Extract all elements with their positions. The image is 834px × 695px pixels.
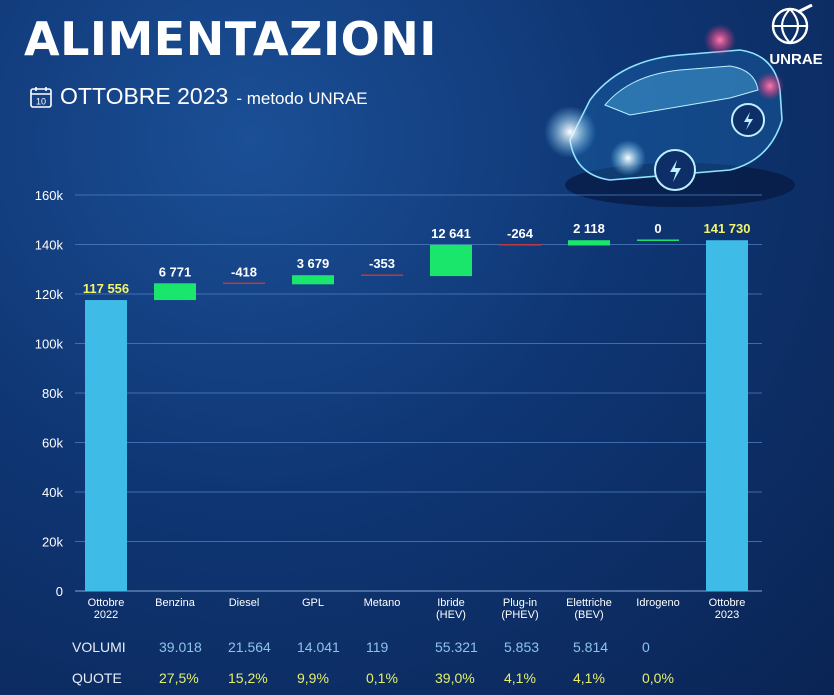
y-tick-label: 60k (42, 436, 63, 451)
x-tick-label: 2023 (715, 609, 739, 621)
y-tick-label: 80k (42, 386, 63, 401)
volumi-value: 0 (642, 639, 650, 655)
total-bar (85, 300, 127, 591)
data-label: 12 641 (431, 226, 471, 241)
x-tick-label: (HEV) (436, 609, 466, 621)
x-tick-label: Plug-in (503, 597, 537, 609)
delta-bar (499, 244, 541, 246)
x-tick-label: Ibride (437, 597, 465, 609)
volumi-value: 55.321 (435, 639, 478, 655)
quote-value: 39,0% (435, 670, 475, 686)
quote-label: QUOTE (72, 670, 122, 686)
data-label: 3 679 (297, 256, 330, 271)
data-label: -353 (369, 256, 395, 271)
data-label: 6 771 (159, 264, 192, 279)
quote-value: 0,0% (642, 670, 674, 686)
volumi-value: 14.041 (297, 639, 340, 655)
volumi-value: 21.564 (228, 639, 271, 655)
volumi-value: 119 (366, 639, 389, 655)
quote-value: 4,1% (504, 670, 536, 686)
subtitle-date: OTTOBRE 2023 (60, 83, 229, 109)
x-tick-label: Ottobre (88, 597, 125, 609)
volumi-value: 5.853 (504, 639, 540, 655)
quote-value: 15,2% (228, 670, 268, 686)
x-tick-label: Metano (364, 597, 401, 609)
y-tick-label: 0 (56, 584, 63, 599)
subtitle: 10 OTTOBRE 2023 - metodo UNRAE (30, 82, 368, 110)
data-label: -418 (231, 264, 257, 279)
quote-value: 4,1% (573, 670, 605, 686)
electric-car-illustration (544, 24, 795, 207)
y-tick-label: 100k (35, 337, 64, 352)
x-tick-label: Benzina (155, 597, 196, 609)
delta-bar (568, 240, 610, 246)
unrae-logo: UNRAE (769, 4, 823, 68)
y-tick-label: 120k (35, 287, 64, 302)
volumi-label: VOLUMI (72, 639, 126, 655)
volumi-value: 5.814 (573, 639, 609, 655)
volumi-value: 39.018 (159, 639, 202, 655)
x-tick-label: (PHEV) (501, 609, 538, 621)
page-title: ALIMENTAZIONI (24, 12, 437, 66)
y-tick-label: 160k (35, 188, 64, 203)
subtitle-method: - metodo UNRAE (236, 89, 368, 108)
x-tick-label: (BEV) (574, 609, 603, 621)
x-tick-label: Diesel (229, 597, 260, 609)
delta-bar (361, 274, 403, 276)
svg-text:UNRAE: UNRAE (769, 51, 822, 68)
quote-value: 9,9% (297, 670, 329, 686)
delta-bar (154, 283, 196, 301)
delta-bar (430, 244, 472, 277)
total-bar (706, 240, 748, 591)
data-label: 0 (654, 221, 661, 236)
delta-bar (223, 282, 265, 285)
data-label: -264 (507, 226, 534, 241)
quote-value: 0,1% (366, 670, 398, 686)
delta-bar (637, 239, 679, 241)
calendar-icon: 10 (30, 87, 52, 108)
data-label: 117 556 (83, 281, 129, 296)
quote-value: 27,5% (159, 670, 199, 686)
x-tick-label: Ottobre (709, 597, 746, 609)
data-label: 141 730 (704, 221, 751, 236)
delta-bar (292, 275, 334, 285)
calendar-day: 10 (36, 97, 46, 107)
y-tick-label: 40k (42, 485, 63, 500)
x-tick-label: Idrogeno (636, 597, 679, 609)
data-label: 2 118 (573, 221, 605, 236)
x-tick-label: GPL (302, 597, 324, 609)
y-tick-label: 20k (42, 535, 63, 550)
y-tick-label: 140k (35, 238, 64, 253)
x-tick-label: Elettriche (566, 597, 612, 609)
x-tick-label: 2022 (94, 609, 118, 621)
